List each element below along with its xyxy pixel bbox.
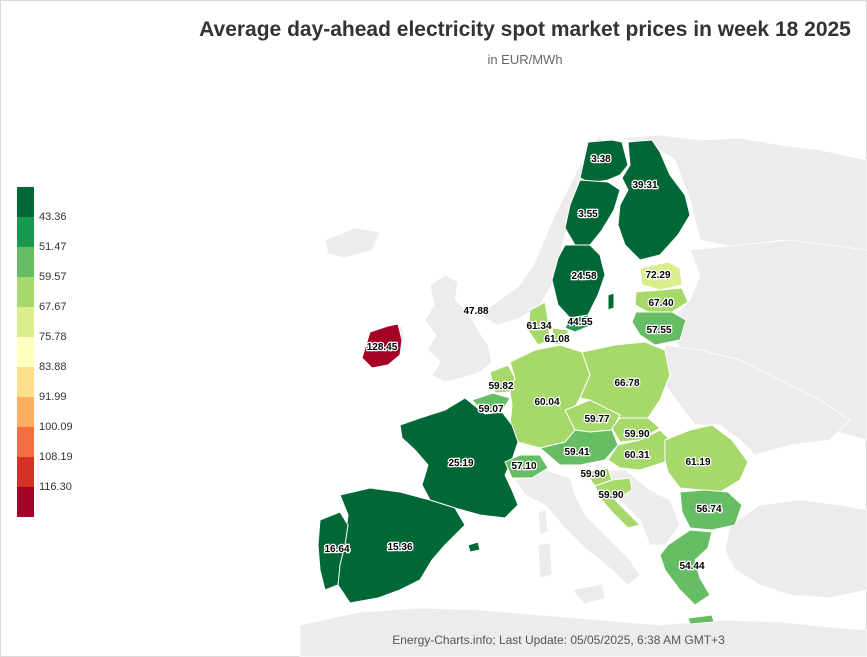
region-no4[interactable]	[579, 139, 629, 184]
region-at[interactable]	[538, 429, 619, 466]
region-se4[interactable]	[564, 314, 593, 333]
legend-color-segment	[17, 367, 34, 397]
region-balearics[interactable]	[467, 541, 481, 553]
value-label: 25.19	[448, 458, 473, 469]
land-sardinia	[537, 542, 553, 579]
value-label: 59.82	[488, 381, 513, 392]
value-label: 61.19	[685, 457, 710, 468]
value-label: 128.45	[367, 342, 398, 353]
land-ukraine-moldova	[664, 344, 851, 456]
region-ie[interactable]	[361, 323, 403, 369]
legend-color-segment	[17, 457, 34, 487]
region-ro[interactable]	[664, 424, 749, 493]
legend-color-segment	[17, 307, 34, 337]
land-iceland	[324, 227, 381, 259]
value-label: 61.08	[544, 334, 569, 345]
value-label: 59.90	[598, 490, 623, 501]
legend-tick-label: 108.19	[39, 451, 73, 463]
region-fi[interactable]	[617, 139, 691, 261]
land-corsica	[537, 509, 549, 535]
value-label: 59.07	[478, 404, 503, 415]
value-label: 66.78	[614, 378, 639, 389]
value-label: 16.64	[324, 544, 349, 555]
value-label: 39.31	[632, 180, 657, 191]
value-label: 47.88	[463, 306, 488, 317]
region-lt[interactable]	[631, 311, 687, 346]
legend-color-segment	[17, 247, 34, 277]
legend-tick-label: 59.57	[39, 271, 67, 283]
value-label: 61.34	[526, 321, 551, 332]
value-label: 57.10	[511, 461, 536, 472]
region-ch[interactable]	[504, 454, 549, 479]
legend-tick-label: 67.67	[39, 301, 67, 313]
region-pt[interactable]	[317, 511, 349, 591]
region-gotland[interactable]	[607, 292, 615, 311]
chart-subtitle: in EUR/MWh	[487, 52, 563, 67]
land-turkey	[724, 499, 867, 599]
region-sk[interactable]	[611, 417, 661, 443]
legend-color-segment	[17, 487, 34, 517]
value-label: 44.55	[567, 317, 592, 328]
value-label: 72.29	[645, 270, 670, 281]
value-label: 56.74	[696, 504, 721, 515]
region-gr[interactable]	[659, 529, 713, 606]
credits: Energy-Charts.info; Last Update: 05/05/2…	[392, 633, 725, 647]
value-label: 60.04	[534, 397, 559, 408]
region-ee[interactable]	[639, 261, 683, 291]
value-label: 57.55	[646, 325, 671, 336]
region-fr[interactable]	[399, 397, 519, 519]
legend-color-segment	[17, 187, 34, 217]
legend-tick-label: 100.09	[39, 421, 73, 433]
land-great-britain	[424, 274, 493, 383]
legend-color-segment	[17, 337, 34, 367]
legend-tick-label: 51.47	[39, 241, 67, 253]
value-label: 59.90	[624, 429, 649, 440]
chart-title: Average day-ahead electricity spot marke…	[199, 18, 851, 41]
legend-tick-label: 75.78	[39, 331, 67, 343]
legend-color-segment	[17, 217, 34, 247]
region-dk1[interactable]	[527, 301, 551, 346]
legend-color-segment	[17, 427, 34, 457]
region-se2[interactable]	[564, 179, 621, 246]
legend-color-bar	[17, 187, 34, 517]
legend-tick-label: 43.36	[39, 211, 67, 223]
region-crete[interactable]	[687, 614, 715, 625]
region-lv[interactable]	[634, 287, 689, 313]
value-label: 59.90	[580, 469, 605, 480]
land-italy	[514, 469, 641, 586]
value-label: 3.38	[591, 154, 611, 165]
legend-color-segment	[17, 277, 34, 307]
legend-color-segment	[17, 397, 34, 427]
region-hr[interactable]	[594, 477, 641, 529]
region-bg[interactable]	[679, 489, 743, 531]
land-sicily	[571, 583, 606, 605]
value-label: 15.36	[387, 542, 412, 553]
value-label: 24.58	[571, 271, 596, 282]
legend-tick-label: 91.99	[39, 391, 67, 403]
value-label: 59.41	[564, 447, 589, 458]
value-label: 67.40	[648, 298, 673, 309]
legend-tick-label: 83.88	[39, 361, 67, 373]
value-label: 3.55	[578, 209, 598, 220]
value-label: 54.44	[679, 561, 704, 572]
region-dk2[interactable]	[551, 327, 569, 346]
color-legend: 43.36 51.47 59.57 67.67 75.78 83.88 91.9…	[17, 187, 87, 517]
value-label: 60.31	[624, 450, 649, 461]
value-label: 59.77	[584, 414, 609, 425]
legend-tick-label: 116.30	[39, 481, 72, 493]
